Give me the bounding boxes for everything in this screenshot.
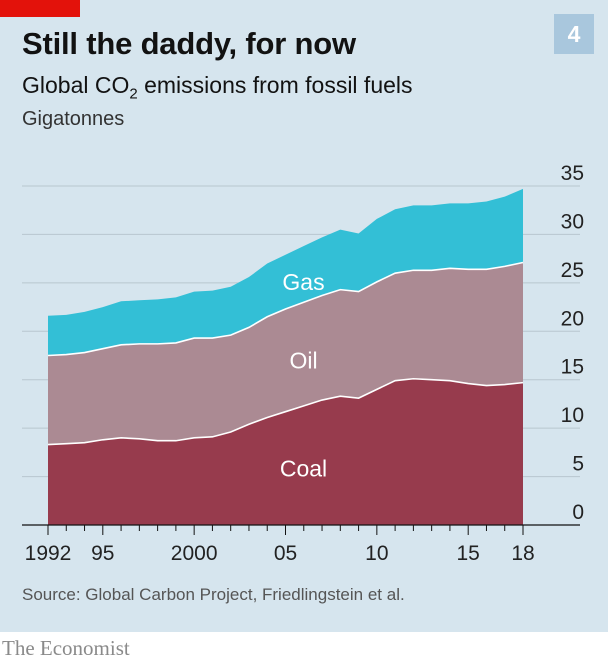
series-label-gas: Gas xyxy=(282,269,324,295)
y-tick-label: 35 xyxy=(561,162,584,185)
brand-logo-text: The Economist xyxy=(2,636,130,660)
x-tick-label: 2000 xyxy=(171,542,218,565)
x-tick-label: 18 xyxy=(511,542,534,565)
source-note: Source: Global Carbon Project, Friedling… xyxy=(22,585,405,604)
boundary-line-coal xyxy=(47,377,524,446)
subtitle-prefix: Global CO xyxy=(22,72,130,98)
area-gas xyxy=(48,188,523,356)
series-label-oil: Oil xyxy=(289,347,317,373)
y-tick-label: 20 xyxy=(561,307,584,330)
brand-red-tag xyxy=(0,0,80,17)
area-coal xyxy=(48,378,523,525)
y-tick-label: 15 xyxy=(561,356,584,379)
chart-subtitle: Global CO2 emissions from fossil fuels xyxy=(22,72,413,103)
area-layer xyxy=(47,188,524,525)
label-layer: Coal Oil Gas xyxy=(280,269,327,481)
y-tick-label: 0 xyxy=(572,501,584,524)
x-tick-label: 10 xyxy=(365,542,388,565)
boundary-line-oil xyxy=(47,261,524,357)
area-oil xyxy=(48,262,523,445)
x-tick-label: 15 xyxy=(457,542,480,565)
series-label-coal: Coal xyxy=(280,455,327,481)
chart-number-badge: 4 xyxy=(554,14,594,54)
x-tick-label: 05 xyxy=(274,542,297,565)
x-tick-label: 95 xyxy=(91,542,114,565)
subtitle-subscript: 2 xyxy=(129,85,138,103)
y-tick-label: 10 xyxy=(561,404,584,427)
y-tick-label: 25 xyxy=(561,259,584,282)
subtitle-suffix: emissions from fossil fuels xyxy=(137,72,413,98)
y-tick-label: 30 xyxy=(561,210,584,233)
chart-title: Still the daddy, for now xyxy=(22,26,356,61)
x-tick-label: 1992 xyxy=(25,542,72,565)
y-tick-label: 5 xyxy=(572,453,584,476)
unit-label: Gigatonnes xyxy=(22,108,125,130)
